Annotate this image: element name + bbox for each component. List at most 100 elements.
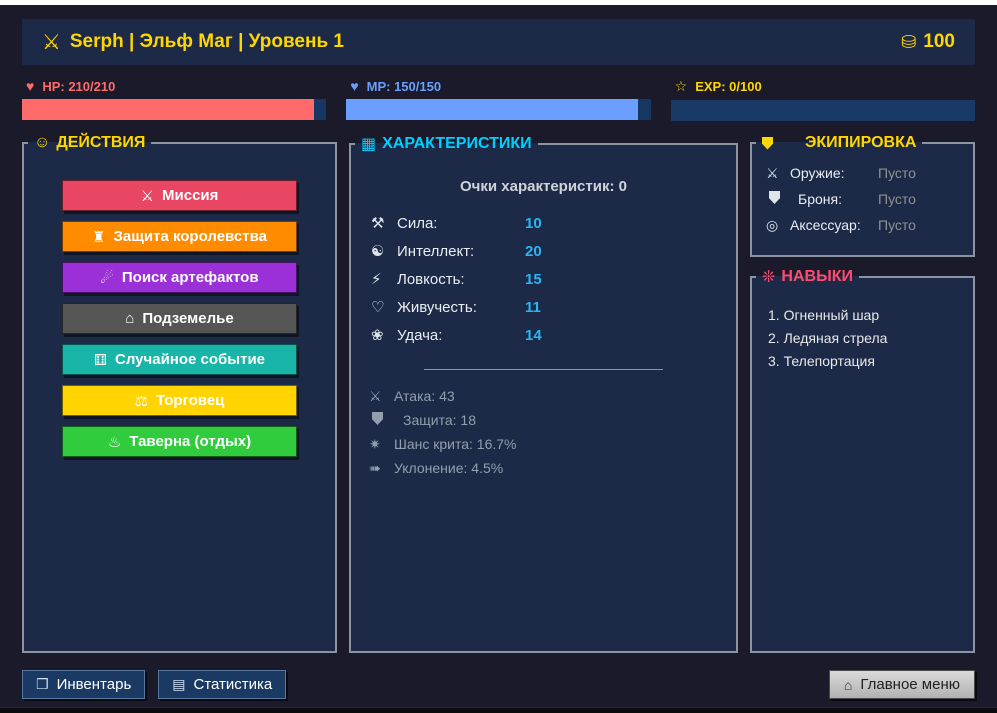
- statistics-button[interactable]: ▤ Статистика: [158, 670, 287, 699]
- stat-points-label: Очки характеристик: 0: [460, 178, 627, 195]
- strength-value: 10: [525, 214, 542, 232]
- heart-outline-icon: ♡: [371, 299, 385, 316]
- dice-icon: ⚅: [93, 351, 108, 369]
- skills-list: 1. Огненный шар 2. Ледяная стрела 3. Тел…: [752, 295, 973, 376]
- intellect-value: 20: [525, 242, 542, 260]
- strength-label: Сила:: [397, 214, 438, 232]
- runner-icon: ⚡: [371, 271, 382, 288]
- star-icon: ☆: [674, 78, 688, 94]
- luck-label: Удача:: [397, 326, 443, 344]
- mp-bar-track: [346, 99, 651, 120]
- money-bag-icon: ⛁: [901, 31, 917, 52]
- hp-bar-fill: [22, 99, 315, 120]
- stats-panel: ▦ ХАРАКТЕРИСТИКИ Очки характеристик: 0 ⚒…: [349, 134, 738, 653]
- tavern-button[interactable]: ♨ Таверна (отдых): [62, 426, 297, 457]
- bag-icon: ❒: [36, 676, 49, 692]
- kingdom-defense-button-label: Защита королевства: [113, 228, 267, 245]
- derived-row-crit: ✷ Шанс крита: 16.7%: [351, 432, 736, 456]
- stat-row-vitality: ♡ Живучесть: 11: [351, 293, 736, 321]
- merchant-button-label: Торговец: [156, 392, 225, 409]
- armor-label: Броня:: [798, 191, 842, 207]
- armor-slot: Броня: Пусто: [752, 186, 973, 212]
- shield-icon: [762, 136, 773, 150]
- hp-bar-track: [22, 99, 327, 120]
- castle-icon: ♜: [92, 228, 106, 246]
- armor-shield-icon: [766, 191, 798, 207]
- equipment-title-text: ЭКИПИРОВКА: [805, 134, 917, 151]
- actions-title-text: ДЕЙСТВИЯ: [56, 134, 146, 151]
- mp-label-row: ♥ MP: 150/150: [346, 78, 650, 94]
- footer-bar: ❒ Инвентарь ▤ Статистика ⌂ Главное меню: [22, 670, 975, 699]
- ring-icon: ◎: [766, 216, 779, 233]
- attack-swords-icon: ⚔: [369, 387, 382, 404]
- derived-row-dodge: ➠ Уклонение: 4.5%: [351, 456, 736, 480]
- kingdom-defense-button[interactable]: ♜ Защита королевства: [62, 221, 297, 252]
- artifact-search-button[interactable]: ☄ Поиск артефактов: [62, 262, 297, 293]
- dodge-dash-icon: ➠: [369, 459, 381, 476]
- exp-bar-block: ☆ EXP: 0/100: [670, 78, 975, 121]
- exp-label: EXP: 0/100: [695, 79, 762, 94]
- luck-value: 14: [525, 326, 542, 344]
- right-column: ЭКИПИРОВКА ⚔ Оружие: Пусто Броня: Пусто …: [750, 134, 975, 653]
- skill-item-ice-arrow: 2. Ледяная стрела: [768, 330, 888, 346]
- tavern-icon: ♨: [107, 433, 122, 451]
- intellect-label: Интеллект:: [397, 242, 475, 260]
- strength-icon: ⚒: [371, 215, 385, 232]
- main-area: ☺ ДЕЙСТВИЯ ⚔ Миссия ♜ Защита королевства…: [22, 134, 975, 653]
- browser-edge: [0, 0, 997, 5]
- gold-amount: 100: [923, 31, 955, 52]
- clover-icon: ❀: [371, 327, 384, 344]
- heart-icon: ♥: [26, 78, 35, 94]
- character-title: Serph | Эльф Маг | Уровень 1: [69, 31, 344, 52]
- agility-value: 15: [525, 270, 542, 288]
- random-event-button[interactable]: ⚅ Случайное событие: [62, 344, 297, 375]
- actions-panel-title: ☺ ДЕЙСТВИЯ: [28, 134, 151, 152]
- stat-row-strength: ⚒ Сила: 10: [351, 209, 736, 237]
- skills-panel-title: ❊ НАВЫКИ: [756, 267, 859, 287]
- defense-shield-icon: [369, 412, 403, 428]
- stats-panel-title: ▦ ХАРАКТЕРИСТИКИ: [355, 134, 538, 154]
- crystal-ball-icon: ☄: [100, 269, 114, 287]
- statistics-button-label: Статистика: [193, 676, 273, 693]
- brain-icon: ☯: [371, 243, 385, 260]
- agility-label: Ловкость:: [397, 270, 465, 288]
- status-bars: ♥ HP: 210/210 ♥ MP: 150/150 ☆: [22, 78, 975, 121]
- footer-left-group: ❒ Инвентарь ▤ Статистика: [22, 670, 287, 699]
- accessory-value: Пусто: [878, 217, 916, 233]
- weapon-slot: ⚔ Оружие: Пусто: [752, 160, 973, 186]
- stats-title-text: ХАРАКТЕРИСТИКИ: [382, 135, 532, 152]
- vitality-label: Живучесть:: [397, 298, 477, 316]
- character-title-group: ⚔ Serph | Эльф Маг | Уровень 1: [42, 30, 344, 55]
- emoji-face-icon: ☺: [34, 134, 51, 151]
- mp-bar-fill: [346, 99, 639, 120]
- home-icon: ⌂: [843, 676, 853, 693]
- crit-burst-icon: ✷: [369, 435, 381, 452]
- main-menu-button-label: Главное меню: [860, 676, 960, 693]
- random-event-button-label: Случайное событие: [115, 351, 266, 368]
- armor-value: Пусто: [878, 191, 916, 207]
- hp-label: HP: 210/210: [42, 78, 116, 94]
- weapon-label: Оружие:: [790, 165, 845, 181]
- derived-row-defense: Защита: 18: [351, 408, 736, 432]
- crossed-swords-icon: ⚔: [140, 187, 155, 205]
- exp-bar-track: [670, 100, 975, 121]
- main-menu-button[interactable]: ⌂ Главное меню: [828, 670, 975, 699]
- merchant-button[interactable]: ⚖ Торговец: [62, 385, 297, 416]
- crossed-swords-icon: ⚔: [42, 30, 61, 54]
- skill-item-fireball: 1. Огненный шар: [768, 307, 880, 323]
- accessory-label: Аксессуар:: [790, 217, 861, 233]
- mission-button[interactable]: ⚔ Миссия: [62, 180, 297, 211]
- bar-chart-icon: ▦: [361, 136, 377, 153]
- house-icon: ⌂: [125, 310, 135, 327]
- vitality-value: 11: [525, 298, 541, 316]
- cart-icon: ⚖: [134, 392, 149, 410]
- hp-label-row: ♥ HP: 210/210: [22, 78, 326, 94]
- inventory-button[interactable]: ❒ Инвентарь: [22, 670, 146, 699]
- dungeon-button[interactable]: ⌂ Подземелье: [62, 303, 297, 334]
- sparkles-icon: ❊: [762, 269, 776, 286]
- inventory-button-label: Инвентарь: [56, 676, 132, 693]
- weapon-value: Пусто: [878, 165, 916, 181]
- skill-item-teleport: 3. Телепортация: [768, 353, 875, 369]
- stat-row-luck: ❀ Удача: 14: [351, 321, 736, 349]
